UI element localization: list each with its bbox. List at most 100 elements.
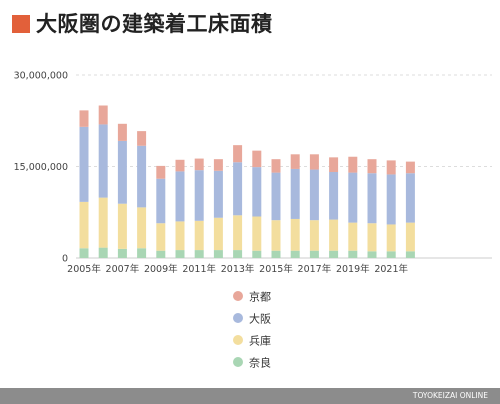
bar-segment [290,250,300,258]
x-tick-label: 2005年 [67,263,101,275]
bar-segment [367,173,377,224]
legend-label: 奈良 [249,356,271,370]
legend-marker [233,291,243,301]
bar-segment [156,178,166,224]
bar-segment [252,150,262,168]
bar-segment [156,250,166,258]
legend-label: 京都 [249,290,271,304]
bar-segment [290,168,300,219]
bar-segment [309,250,319,258]
bar-segment [386,224,396,252]
bar-segment [175,159,185,172]
bar-segment [329,219,339,251]
bar-segment [271,220,281,251]
y-tick-label: 15,000,000 [14,162,68,173]
bar-segment [156,223,166,251]
bar-segment [309,220,319,251]
legend-label: 大阪 [249,312,271,326]
bar-segment [271,159,281,173]
title-marker-square [12,15,30,33]
bar-segment [213,159,223,171]
bar-segment [329,250,339,258]
legend-marker [233,335,243,345]
bar-segment [271,250,281,258]
bar-segment [117,140,127,204]
x-tick-label: 2011年 [182,263,216,275]
bar-segment [348,156,358,173]
bar-segment [329,171,339,220]
bar-segment [233,215,243,251]
bar-segment [213,170,223,218]
bar-segment [117,123,127,141]
bar-segment [137,248,147,258]
bar-segment [194,250,204,258]
bar-segment [98,197,108,248]
bar-segment [405,161,415,174]
bar-segment [367,223,377,252]
bar-segment [175,250,185,258]
bar-segment [271,172,281,221]
bar-segment [194,158,204,171]
bar-segment [213,250,223,258]
bar-segment [233,250,243,258]
chart-title-block: 大阪圏の建築着工床面積 [12,12,273,36]
axis-layer: 0 15,000,000 30,000,000 2005年 2007年 2009年 2011… [14,71,409,276]
bar-segment [252,216,262,251]
bar-segment [175,171,185,222]
bar-segment [386,160,396,175]
bar-segment [367,251,377,258]
bar-segment [117,203,127,249]
bar-segment [367,159,377,174]
bar-segment [386,251,396,258]
bar-segment [252,167,262,217]
x-tick-label: 2013年 [221,263,255,275]
bar-segment [213,217,223,251]
bar-segment [175,221,185,251]
bar-segment [79,110,89,127]
bar-segment [386,174,396,225]
bar-segment [79,248,89,258]
bar-segment [348,250,358,258]
x-tick-label: 2021年 [374,263,408,275]
footer-credit: TOYOKEIZAI ONLINE [0,388,500,404]
bar-segment [329,157,339,172]
bars-layer [79,105,415,258]
bar-segment [98,247,108,258]
bar-segment [137,145,147,208]
bar-segment [309,169,319,221]
bar-segment [405,222,415,252]
x-tick-label: 2009年 [144,263,178,275]
legend-label: 兵庫 [249,334,271,348]
bar-segment [405,251,415,258]
bar-segment [233,145,243,163]
bar-segment [117,248,127,258]
y-tick-label: 30,000,000 [14,71,68,82]
bar-segment [79,201,89,249]
y-tick-label: 0 [62,254,68,265]
bar-segment [137,207,147,249]
bar-segment [290,154,300,169]
bar-segment [194,170,204,221]
bar-segment [98,105,108,125]
x-tick-label: 2015年 [259,263,293,275]
bar-segment [290,218,300,251]
bar-segment [156,165,166,179]
bar-segment [98,124,108,198]
bar-segment [252,250,262,258]
bar-segment [233,162,243,216]
x-tick-label: 2017年 [298,263,332,275]
bar-segment [309,154,319,170]
legend-marker [233,313,243,323]
legend-marker [233,357,243,367]
bar-segment [405,173,415,223]
bar-segment [194,220,204,251]
bar-segment [348,222,358,251]
x-tick-label: 2019年 [336,263,370,275]
chart-title: 大阪圏の建築着工床面積 [36,12,273,36]
bar-segment [348,172,358,223]
x-tick-label: 2007年 [106,263,140,275]
bar-segment [137,131,147,146]
bar-segment [79,126,89,202]
